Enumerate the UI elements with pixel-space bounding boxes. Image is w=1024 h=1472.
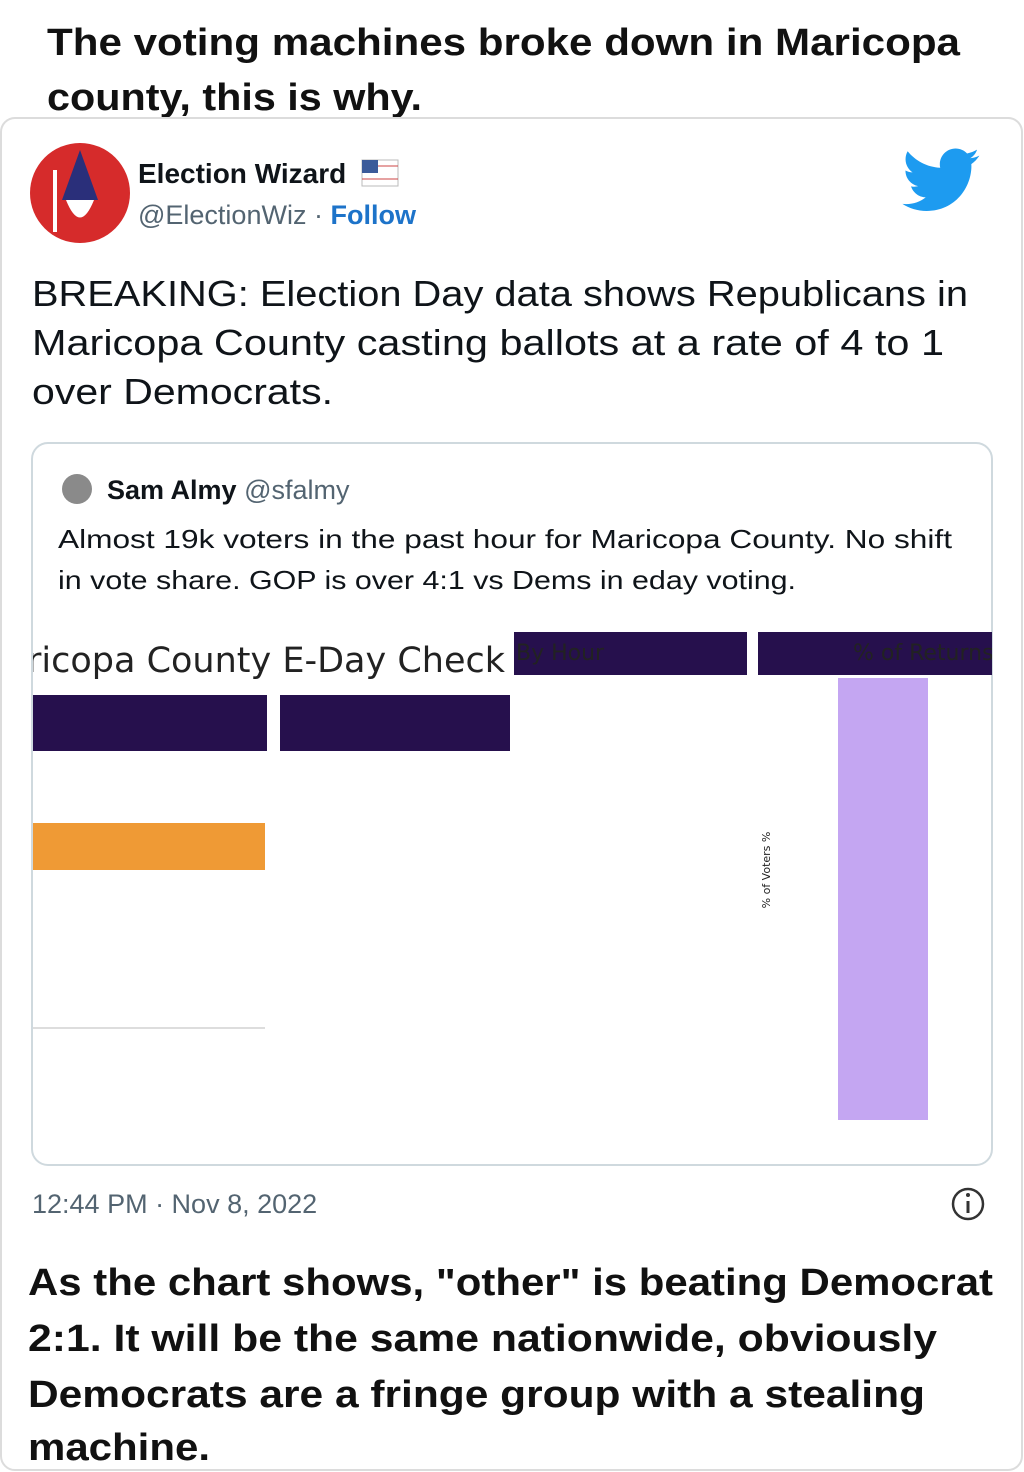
info-icon[interactable] (951, 1187, 985, 1221)
comment: As the chart shows, "other" is beating D… (28, 1262, 993, 1304)
header-band (280, 695, 510, 751)
handle-line: @ElectionWiz · Follow (138, 200, 417, 230)
quote-avatar (62, 474, 92, 504)
header-band (514, 632, 747, 675)
chart-title: By Hour (516, 641, 605, 666)
quote-text: Almost 19k voters in the past hour for M… (58, 524, 953, 554)
separator: · (314, 200, 323, 230)
comment: 2:1. It will be the same nationwide, obv… (28, 1318, 937, 1360)
comment: machine. (28, 1427, 210, 1469)
twitter-logo[interactable] (902, 148, 980, 211)
timestamp[interactable]: 12:44 PM · Nov 8, 2022 (32, 1189, 317, 1219)
chart-title: % of Returns (853, 641, 994, 666)
dashboard-image: Maricopa County E-Day Check By Hour % of… (0, 632, 998, 1120)
row-highlight (33, 823, 265, 870)
follow-button[interactable]: Follow (330, 200, 416, 230)
header-band (758, 632, 998, 675)
quote-handle: @sfalmy (244, 475, 350, 505)
comment: Democrats are a fringe group with a stea… (28, 1374, 925, 1416)
quote-author: Sam Almy (107, 475, 237, 505)
tweet-text: Maricopa County casting ballots at a rat… (32, 322, 944, 363)
tweet-text: BREAKING: Election Day data shows Republ… (32, 273, 968, 314)
tweet-card (0, 117, 1023, 1471)
quote-author-line: Sam Almy @sfalmy (107, 475, 350, 505)
caption: county, this is why. (47, 77, 422, 119)
avatar[interactable] (30, 143, 130, 243)
column-highlight (838, 678, 928, 1120)
y-axis-label: % of Voters % (760, 832, 773, 909)
caption: The voting machines broke down in Marico… (47, 22, 961, 64)
quote-card[interactable] (31, 442, 993, 1166)
tweet-text: over Democrats. (32, 371, 333, 412)
flag-icon (361, 159, 399, 187)
quote-text: in vote share. GOP is over 4:1 vs Dems i… (58, 565, 796, 595)
handle[interactable]: @ElectionWiz (138, 200, 306, 230)
author-name[interactable]: Election Wizard (138, 158, 346, 189)
header-band (20, 695, 267, 751)
dashboard-title: Maricopa County E-Day Check (0, 641, 506, 681)
